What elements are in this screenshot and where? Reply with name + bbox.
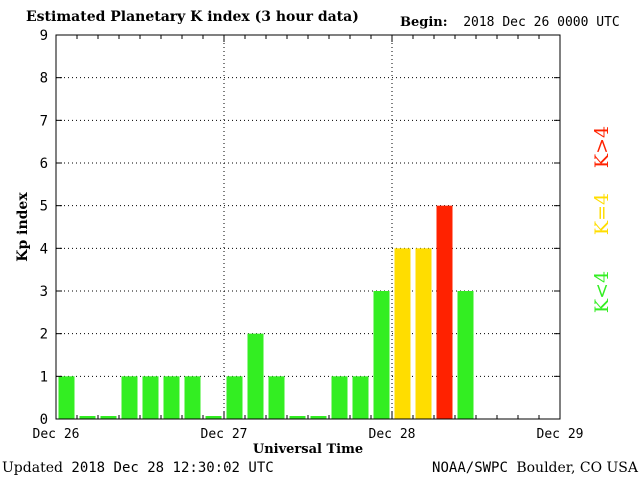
source-org: NOAA/SWPC: [432, 460, 508, 476]
x-axis-label: Universal Time: [253, 442, 363, 457]
chart-title: Estimated Planetary K index (3 hour data…: [26, 9, 359, 25]
y-tick-label: 1: [40, 369, 48, 385]
y-tick-label: 0: [40, 412, 48, 428]
legend-equal: K=4: [591, 193, 613, 235]
x-tick-label: Dec 27: [201, 427, 248, 442]
kp-bar: [289, 416, 306, 419]
source-credit: NOAA/SWPC Boulder, CO USA: [432, 460, 638, 476]
kp-bar: [226, 376, 243, 419]
updated-value: 2018 Dec 28 12:30:02 UTC: [71, 460, 274, 476]
y-tick-label: 6: [40, 156, 48, 172]
kp-bar: [205, 416, 222, 419]
kp-bar: [373, 291, 390, 419]
kp-bar: [415, 248, 432, 419]
kp-bar: [142, 376, 159, 419]
kp-bar: [184, 376, 201, 419]
plot-frame: [55, 34, 561, 420]
y-tick-label: 7: [40, 113, 48, 129]
begin-value: 2018 Dec 26 0000 UTC: [463, 15, 620, 30]
kp-bar: [394, 248, 411, 419]
legend-above: K>4: [591, 126, 613, 168]
kp-bar: [58, 376, 75, 419]
source-location: Boulder, CO USA: [516, 460, 638, 476]
kp-bar: [121, 376, 138, 419]
updated-label: Updated: [2, 460, 63, 476]
kp-bar: [352, 376, 369, 419]
y-tick-label: 5: [40, 199, 48, 215]
kp-bar: [331, 376, 348, 419]
y-axis-label: Kp index: [15, 192, 31, 262]
y-tick-label: 9: [40, 28, 48, 44]
updated-time: Updated 2018 Dec 28 12:30:02 UTC: [2, 460, 274, 476]
begin-label: Begin:: [400, 15, 448, 30]
kp-bar: [79, 416, 96, 419]
y-tick-label: 2: [40, 327, 48, 343]
kp-bar: [163, 376, 180, 419]
x-tick-label: Dec 26: [33, 427, 80, 442]
kp-bar: [457, 291, 474, 419]
x-tick-label: Dec 29: [537, 427, 584, 442]
y-tick-label: 8: [40, 71, 48, 87]
kp-bar: [436, 205, 453, 419]
y-tick-label: 3: [40, 284, 48, 300]
x-tick-label: Dec 28: [369, 427, 416, 442]
kp-bar: [247, 333, 264, 419]
kp-bar: [100, 416, 117, 419]
kp-bar: [310, 416, 327, 419]
legend-below: K<4: [591, 271, 613, 313]
y-tick-label: 4: [40, 241, 48, 257]
begin-time: Begin: 2018 Dec 26 0000 UTC: [400, 15, 620, 30]
kp-bar: [268, 376, 285, 419]
